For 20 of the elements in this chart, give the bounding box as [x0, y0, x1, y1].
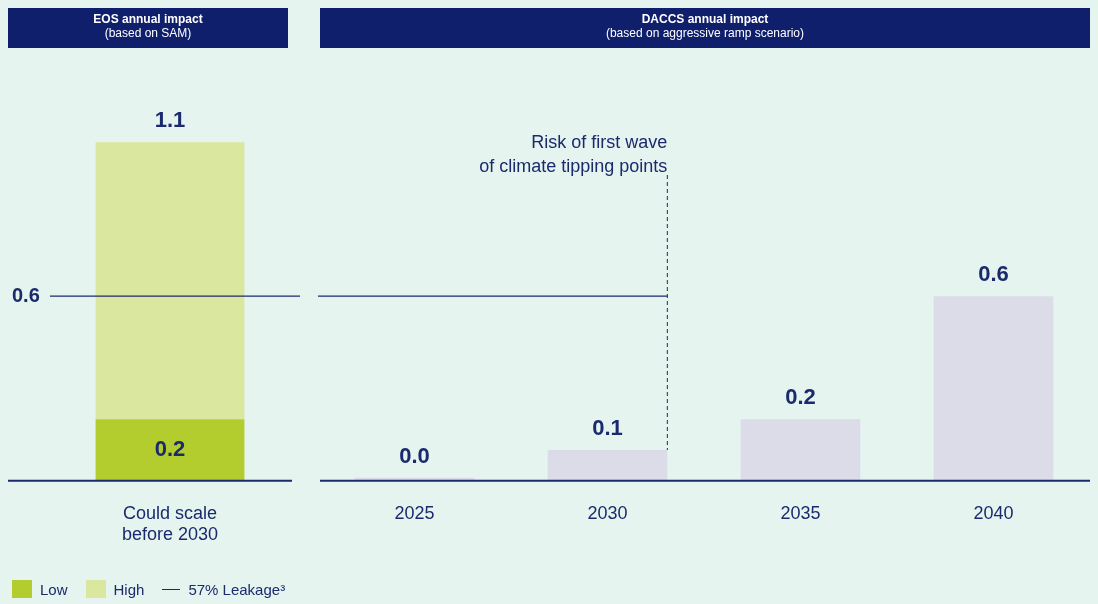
data-label: 0.2 — [154, 436, 186, 462]
data-label: 0.6 — [978, 261, 1009, 287]
total-label: 1.1 — [154, 107, 186, 133]
legend-label: Low — [40, 580, 68, 598]
x-tick-label: 2035 — [780, 502, 821, 523]
data-label: 0.1 — [592, 415, 623, 441]
data-label: 0.0 — [399, 442, 430, 468]
x-tick-label: 2030 — [587, 502, 628, 523]
legend-label: High — [113, 580, 145, 598]
chart-subtitle: (based on aggressive ramp scenario) — [605, 26, 805, 40]
x-tick-label: 2040 — [973, 502, 1014, 523]
data-label: 0.2 — [785, 384, 816, 410]
x-tick-label: Could scale before 2030 — [121, 502, 219, 545]
chart-title: EOS annual impact — [92, 12, 204, 26]
chart-subtitle: (based on SAM) — [104, 26, 192, 40]
legend-label: 57% Leakage³ — [188, 580, 286, 598]
chart-title: DACCS annual impact — [640, 12, 770, 26]
x-tick-label: 2025 — [394, 502, 435, 523]
text: 0.6 — [12, 283, 40, 306]
ref-line-label: Risk of first wave of climate tipping points — [479, 132, 668, 176]
